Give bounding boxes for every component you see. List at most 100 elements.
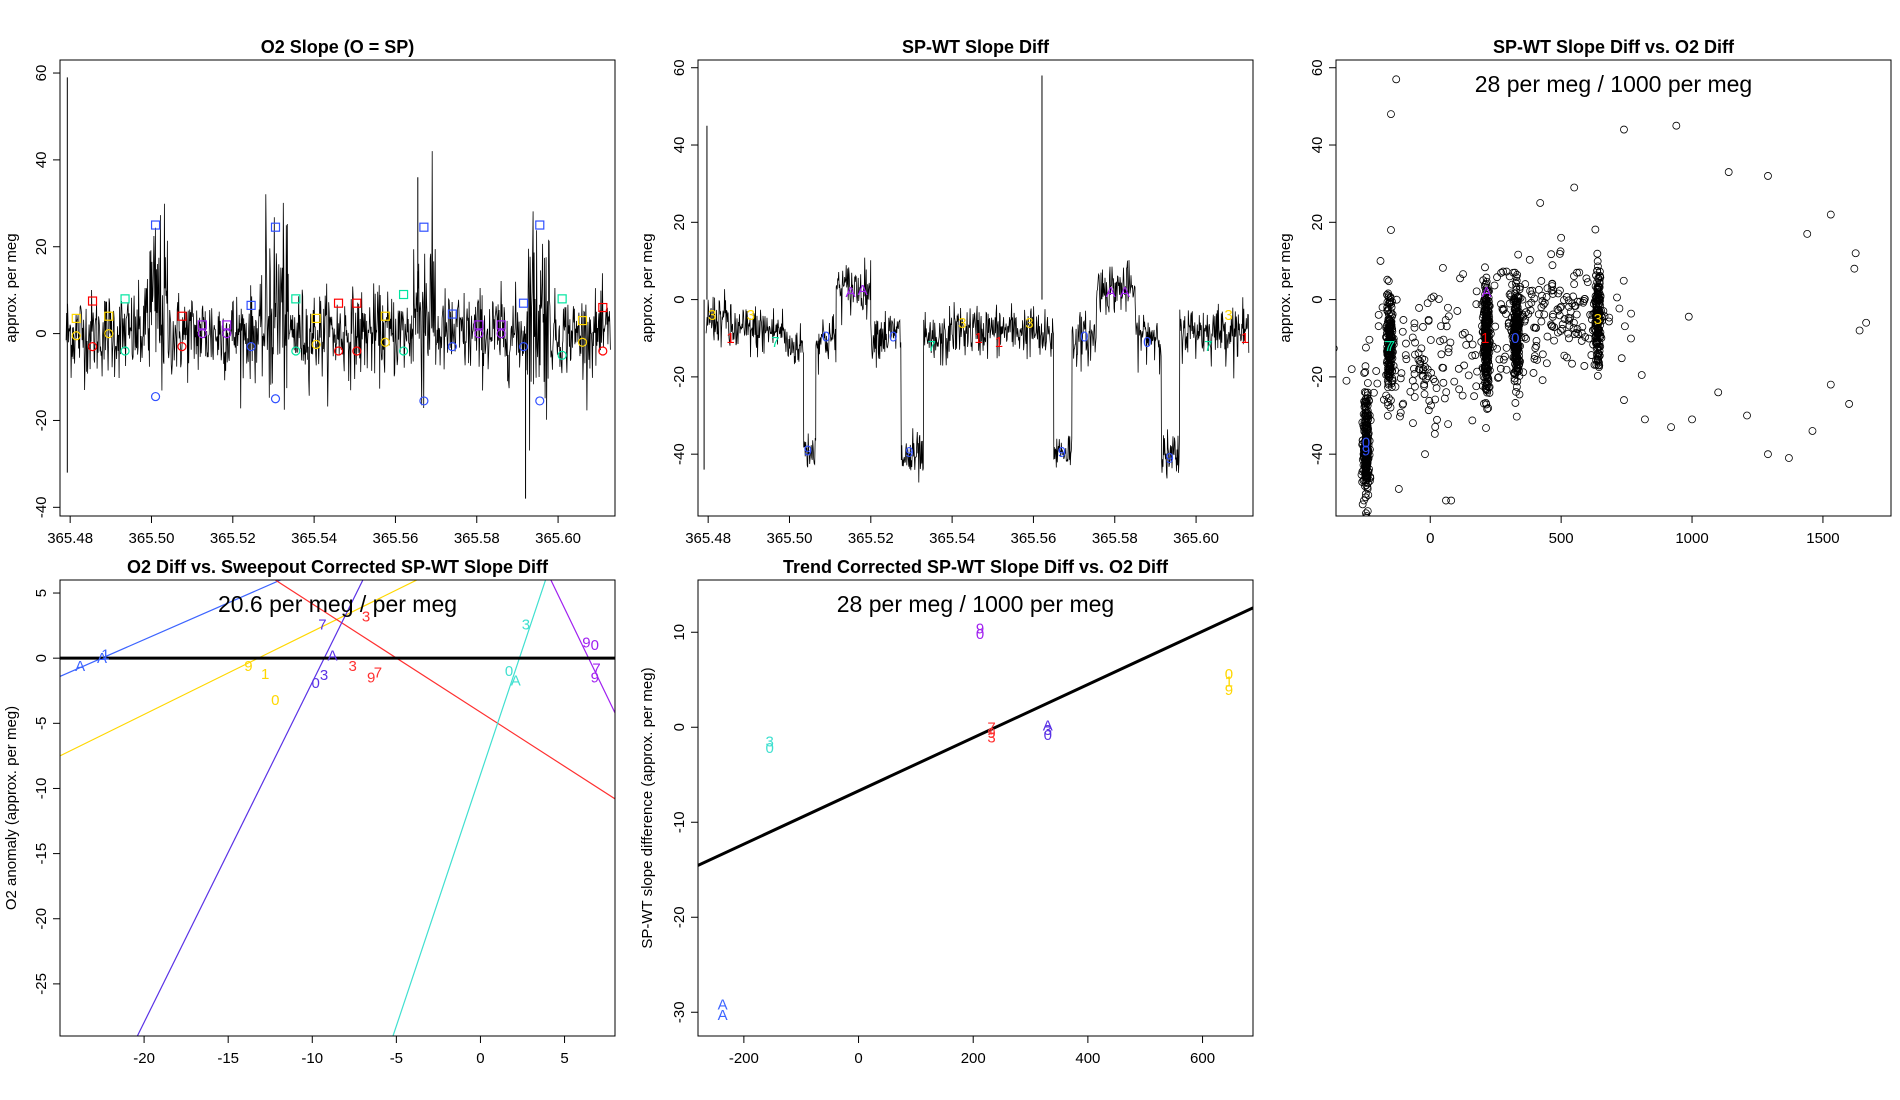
scatter-point [1593,257,1602,266]
square-marker [71,313,81,323]
scatter-point [1478,322,1486,330]
scatter-point [1450,377,1459,386]
scatter-point [1447,496,1456,505]
scatter-point [1382,391,1391,400]
circle-marker [557,350,567,360]
scatter-point [1550,323,1559,332]
scatter-point [1420,390,1429,399]
scatter-point [1358,500,1367,509]
x-tick-label: 400 [1075,1050,1100,1067]
plot-title: SP-WT Slope Diff vs. O2 Diff [1493,37,1735,57]
scatter-point [1530,355,1539,363]
scatter-point [1363,507,1372,516]
point-label: A [327,648,337,665]
scatter-point [1406,387,1415,396]
scatter-point [1512,276,1521,285]
square-marker [222,320,232,330]
point-label: 0 [822,328,830,345]
point-label: 1 [974,330,982,347]
scatter-point [1539,300,1548,309]
y-tick-label: -20 [671,906,688,928]
scatter-point [1594,262,1602,271]
scatter-point [1417,344,1426,353]
scatter-point [1594,353,1603,361]
scatter-point [1402,339,1410,348]
x-tick-label: 1000 [1675,530,1708,547]
scatter-point [1508,280,1517,289]
plot-title: O2 Slope (O = SP) [261,37,415,57]
scatter-point [1569,324,1578,332]
scatter-point [1420,382,1428,390]
scatter-point [1419,323,1427,331]
scatter-point [1575,268,1584,277]
scatter-point [1464,371,1473,380]
point-label: 0 [976,626,984,643]
scatter-point [1518,310,1527,319]
scatter-point [1361,482,1369,490]
y-axis-label: O2 anomaly (approx. per meg) [3,706,20,910]
scatter-point [1593,371,1602,380]
scatter-point [1494,373,1503,382]
point-label: 0 [889,328,897,345]
scatter-point [1688,415,1696,424]
scatter-point [1384,352,1393,360]
scatter-point [1374,322,1383,331]
scatter-point [1342,376,1351,385]
scatter-point [1365,396,1373,405]
circle-marker [104,329,114,339]
scatter-point [1488,342,1497,351]
scatter-point [1517,333,1526,342]
scatter-point [1560,351,1569,360]
scatter-point [1429,292,1438,301]
plot-frame [697,579,1254,1037]
regression-line [136,580,364,1036]
scatter-point [1565,334,1573,343]
scatter-point [1442,388,1451,397]
scatter-point [1427,294,1436,303]
scatter-point [1548,261,1557,270]
scatter-point [1521,280,1530,288]
scatter-point [1427,401,1435,410]
x-tick-label: 365.56 [1010,530,1056,547]
point-label: A [1106,284,1116,301]
scatter-point [1527,290,1536,299]
point-label: 3 [708,307,716,324]
scatter-point [1558,324,1567,333]
y-tick-label: 40 [671,137,688,154]
scatter-point [1384,401,1393,410]
scatter-point [1484,364,1493,373]
point-label: 3 [362,608,370,625]
scatter-point [1465,334,1474,342]
scatter-point [1627,334,1635,343]
scatter-point [1387,110,1395,119]
slope-annotation: 28 per meg / 1000 per meg [1475,71,1752,97]
scatter-point [1497,268,1506,277]
scatter-point [1524,300,1533,309]
y-tick-label: 20 [33,238,50,255]
y-tick-label: -10 [33,778,50,800]
scatter-point [1785,454,1793,462]
scatter-point [1619,276,1628,285]
scatter-point [1482,424,1490,432]
scatter-point [1361,388,1370,397]
scatter-point [1454,364,1463,373]
y-tick-label: -20 [1309,366,1326,388]
point-label: A [1043,717,1053,734]
scatter-point [1595,279,1604,288]
scatter-point [1518,295,1527,304]
scatter-point [1513,367,1522,376]
square-marker [270,222,281,232]
x-tick-label: 0 [1426,530,1434,547]
scatter-point [1385,324,1394,333]
scatter-point [1358,436,1367,445]
square-marker [496,320,506,330]
point-label: 3 [320,667,328,684]
scatter-point [1408,333,1417,342]
point-label: 7 [1384,338,1392,355]
circle-marker [598,346,608,356]
scatter-point [1399,316,1408,324]
scatter-point [1384,291,1393,300]
x-tick-label: 365.50 [767,530,813,547]
scatter-point [1446,338,1455,347]
